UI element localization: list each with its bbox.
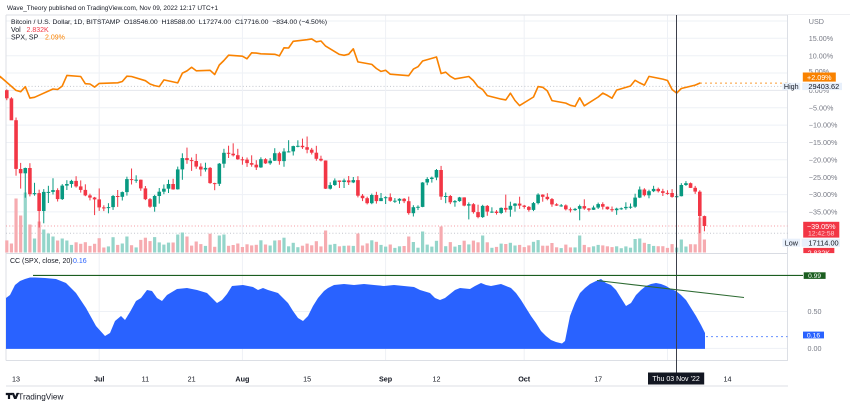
svg-text:CC (SPX, close, 20): CC (SPX, close, 20): [10, 258, 73, 265]
svg-text:−25.00%: −25.00%: [809, 173, 838, 182]
svg-text:10.00%: 10.00%: [809, 51, 834, 60]
svg-text:−5.00%: −5.00%: [809, 103, 834, 112]
svg-text:11: 11: [142, 374, 149, 383]
svg-text:−15.00%: −15.00%: [809, 138, 838, 147]
svg-text:SPX, SP: SPX, SP: [11, 34, 39, 41]
svg-text:2.09%: 2.09%: [45, 34, 65, 41]
svg-text:17: 17: [594, 374, 602, 383]
svg-text:21: 21: [188, 374, 196, 383]
svg-text:29403.62: 29403.62: [808, 82, 839, 91]
svg-text:17114.00: 17114.00: [808, 238, 838, 247]
svg-text:5.00%: 5.00%: [809, 67, 830, 76]
svg-text:Jul: Jul: [94, 374, 104, 383]
svg-text:0.99: 0.99: [808, 273, 821, 280]
svg-text:−39.05%: −39.05%: [807, 222, 836, 231]
svg-text:14: 14: [724, 374, 732, 383]
svg-text:13: 13: [12, 374, 20, 383]
svg-text:TradingView: TradingView: [18, 392, 63, 401]
svg-text:0.00: 0.00: [808, 344, 822, 353]
svg-text:15.00%: 15.00%: [809, 34, 834, 43]
svg-text:0.50: 0.50: [808, 307, 822, 316]
svg-text:2.832K: 2.832K: [27, 27, 50, 34]
svg-text:12:42:58: 12:42:58: [808, 231, 835, 238]
svg-text:−30.00%: −30.00%: [809, 190, 838, 199]
svg-text:0.00%: 0.00%: [809, 86, 830, 95]
svg-text:Oct: Oct: [518, 374, 531, 383]
svg-text:Vol: Vol: [11, 27, 21, 34]
svg-text:USD: USD: [809, 17, 824, 26]
svg-text:High: High: [784, 82, 799, 91]
svg-text:−10.00%: −10.00%: [809, 121, 838, 130]
svg-text:0.16: 0.16: [807, 332, 820, 339]
svg-text:Wave_Theory published on Tradi: Wave_Theory published on TradingView.com…: [7, 5, 218, 12]
svg-text:Low: Low: [785, 238, 799, 247]
svg-text:15: 15: [303, 374, 311, 383]
svg-text:Thu 03 Nov ’22: Thu 03 Nov ’22: [652, 376, 700, 383]
svg-text:2.832K: 2.832K: [808, 250, 831, 257]
svg-text:Aug: Aug: [235, 374, 249, 383]
svg-text:0.16: 0.16: [73, 258, 87, 265]
svg-text:12: 12: [433, 374, 441, 383]
svg-text:+2.09%: +2.09%: [807, 73, 832, 82]
svg-text:−35.00%: −35.00%: [809, 208, 838, 217]
svg-text:−20.00%: −20.00%: [809, 155, 838, 164]
svg-text:Bitcoin / U.S. Dollar, 1D, BIT: Bitcoin / U.S. Dollar, 1D, BITSTAMP O185…: [11, 19, 327, 26]
svg-text:Sep: Sep: [379, 374, 393, 383]
